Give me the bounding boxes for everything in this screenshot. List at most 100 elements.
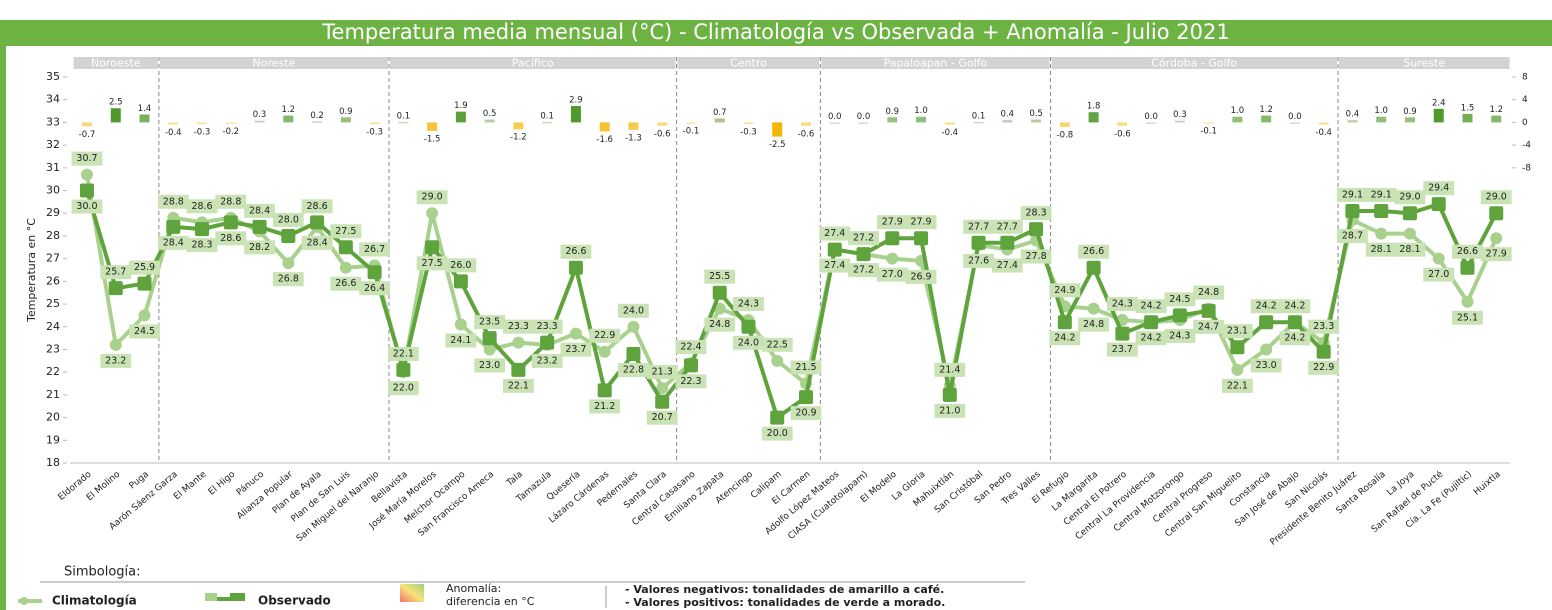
point (1316, 344, 1331, 359)
label-bg (646, 410, 678, 425)
label-bg (1049, 331, 1081, 346)
point (483, 343, 496, 356)
value-label: 27.9 (1486, 249, 1507, 260)
anomaly-bar (168, 122, 179, 125)
value-label: 22.1 (508, 380, 529, 391)
point (80, 183, 94, 198)
label-bg (416, 190, 448, 205)
group-header (73, 57, 158, 69)
label-bg (790, 406, 822, 421)
point (683, 358, 698, 373)
value-label: 28.6 (220, 233, 241, 244)
group-header (159, 57, 388, 69)
value-label: 24.8 (709, 319, 730, 330)
label-bg (905, 269, 937, 284)
value-label: 24.3 (1112, 298, 1133, 309)
y-tick-label: 30 (46, 184, 60, 197)
point (770, 410, 785, 425)
anomaly-label: 0.0 (857, 112, 871, 122)
label-bg (618, 303, 649, 318)
label-bg (301, 235, 333, 250)
point (453, 274, 468, 289)
point (799, 390, 813, 405)
anomaly-bar (1462, 113, 1473, 123)
label-bg (129, 260, 160, 275)
y-tick-label: 26 (46, 274, 60, 287)
value-label: 24.9 (1054, 285, 1075, 296)
point (338, 240, 353, 255)
legend-swatch-gradient (400, 584, 424, 602)
point (1460, 260, 1475, 275)
point (1000, 235, 1015, 250)
label-bg (186, 199, 218, 214)
anomaly-label: 0.0 (1144, 112, 1158, 122)
point (971, 235, 986, 250)
label-bg (157, 194, 189, 209)
value-label: 29.0 (1486, 192, 1507, 203)
y-tick-label: 23 (46, 342, 60, 355)
point (1260, 343, 1273, 356)
anomaly-bar (455, 111, 466, 123)
label-bg (1250, 299, 1282, 314)
label-bg (1279, 299, 1311, 314)
label-bg (963, 254, 994, 269)
y-tick-label: 21 (46, 388, 60, 401)
anomaly-bar (1433, 108, 1444, 123)
y-tick-label: 22 (46, 365, 60, 378)
label-bg (589, 399, 621, 414)
value-label: 27.4 (824, 228, 845, 239)
value-label: 22.3 (680, 376, 701, 387)
label-bg (704, 269, 736, 284)
anomaly-bar (542, 121, 553, 124)
value-label: 26.8 (278, 274, 299, 285)
legend-title: Simbología: (64, 565, 141, 580)
label-bg (474, 315, 506, 330)
value-label: 23.2 (105, 355, 126, 366)
label-bg (531, 319, 563, 334)
point (597, 383, 612, 398)
label-bg (819, 226, 851, 241)
value-label: 21.3 (652, 367, 673, 378)
value-label: 23.7 (565, 344, 586, 355)
value-label: 28.1 (1371, 244, 1392, 255)
label-bg (1308, 360, 1340, 375)
anomaly-bar (254, 120, 265, 123)
label-bg (272, 272, 304, 287)
point (771, 354, 784, 367)
value-label: 23.1 (1227, 326, 1248, 337)
label-bg (503, 319, 534, 334)
anomaly-label: -0.7 (79, 130, 96, 140)
value-label: 27.7 (997, 221, 1018, 232)
value-label: 28.2 (249, 242, 270, 253)
anomaly-label: 0.9 (1403, 107, 1417, 117)
value-label: 29.1 (1342, 189, 1363, 200)
anomaly-bar (743, 122, 754, 125)
point (598, 345, 611, 358)
value-label: 27.9 (910, 217, 931, 228)
anomaly-label: -1.5 (424, 134, 441, 144)
value-label: 27.4 (824, 260, 845, 271)
label-bg (848, 231, 879, 246)
value-label: 26.6 (1457, 246, 1478, 257)
value-label: 24.8 (1083, 319, 1104, 330)
label-bg (71, 199, 103, 214)
anomaly-bar (628, 122, 639, 130)
anomaly-bar (82, 122, 92, 127)
anomaly-bar (398, 121, 409, 124)
value-label: 23.3 (537, 321, 558, 332)
point (425, 240, 440, 255)
anomaly-label: -2.5 (769, 140, 786, 150)
y-tick-label: 34 (46, 93, 60, 106)
label-bg (359, 281, 390, 296)
anomaly-label: -1.3 (625, 133, 642, 143)
value-label: 27.8 (1026, 251, 1047, 262)
anomaly-bar (1059, 122, 1070, 127)
group-label: Noreste (253, 57, 296, 70)
point (1172, 308, 1187, 323)
anomaly-bar (369, 122, 380, 125)
label-bg (876, 215, 908, 230)
point (568, 260, 583, 275)
value-label: 27.2 (853, 233, 874, 244)
value-label: 23.5 (479, 317, 500, 328)
label-bg (301, 199, 333, 214)
